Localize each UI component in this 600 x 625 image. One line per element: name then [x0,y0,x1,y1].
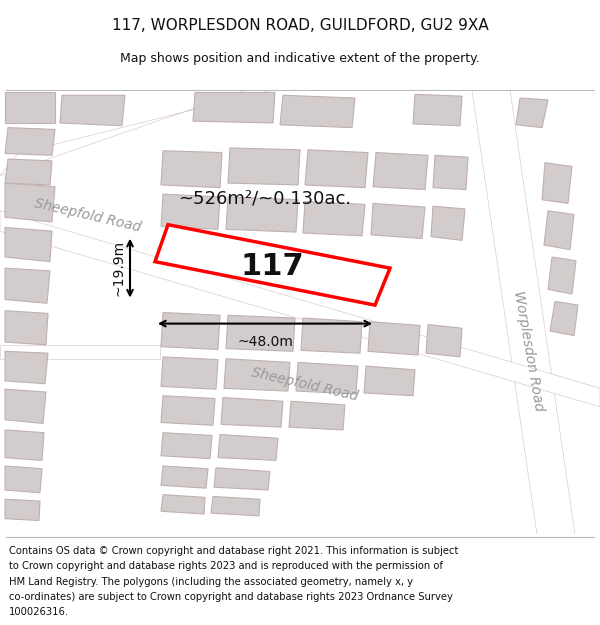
Polygon shape [373,152,428,189]
Polygon shape [431,206,465,241]
Polygon shape [0,345,160,359]
Polygon shape [542,162,572,203]
Text: Map shows position and indicative extent of the property.: Map shows position and indicative extent… [120,52,480,66]
Polygon shape [0,91,270,176]
Polygon shape [364,366,415,396]
Polygon shape [5,92,55,123]
Polygon shape [161,194,220,229]
Polygon shape [5,127,55,156]
Polygon shape [301,318,362,353]
Polygon shape [544,211,574,249]
Polygon shape [516,98,548,128]
Polygon shape [155,224,390,305]
Polygon shape [5,228,52,262]
Polygon shape [5,466,42,492]
Polygon shape [371,203,425,239]
Polygon shape [228,148,300,185]
Text: ~526m²/~0.130ac.: ~526m²/~0.130ac. [178,190,352,208]
Polygon shape [214,468,270,490]
Polygon shape [211,496,260,516]
Polygon shape [161,151,222,188]
Text: Contains OS data © Crown copyright and database right 2021. This information is : Contains OS data © Crown copyright and d… [9,546,458,556]
Polygon shape [289,401,345,430]
Polygon shape [226,197,298,232]
Polygon shape [5,159,52,185]
Polygon shape [161,312,220,349]
Text: Worplesdon Road: Worplesdon Road [511,290,545,412]
Polygon shape [5,499,40,521]
Polygon shape [296,362,358,394]
Text: ~19.9m: ~19.9m [112,240,126,296]
Polygon shape [548,257,576,294]
Text: Sheepfold Road: Sheepfold Road [34,196,143,234]
Text: 117, WORPLESDON ROAD, GUILDFORD, GU2 9XA: 117, WORPLESDON ROAD, GUILDFORD, GU2 9XA [112,18,488,33]
Polygon shape [368,322,420,355]
Polygon shape [5,351,48,384]
Polygon shape [413,94,462,126]
Polygon shape [5,389,46,424]
Polygon shape [193,92,275,123]
Text: to Crown copyright and database rights 2023 and is reproduced with the permissio: to Crown copyright and database rights 2… [9,561,443,571]
Polygon shape [161,466,208,488]
Polygon shape [161,432,212,459]
Polygon shape [5,183,55,222]
Polygon shape [5,430,44,461]
Polygon shape [305,150,368,188]
Polygon shape [60,95,125,126]
Polygon shape [161,396,215,425]
Polygon shape [303,201,365,236]
Text: ~48.0m: ~48.0m [237,335,293,349]
Text: 117: 117 [240,252,304,281]
Polygon shape [426,324,462,357]
Polygon shape [433,156,468,189]
Polygon shape [5,268,50,303]
Polygon shape [280,95,355,128]
Polygon shape [224,359,290,391]
Polygon shape [226,315,295,351]
Polygon shape [218,434,278,461]
Polygon shape [472,91,575,534]
Polygon shape [550,301,578,336]
Polygon shape [161,494,205,514]
Polygon shape [5,311,48,345]
Text: co-ordinates) are subject to Crown copyright and database rights 2023 Ordnance S: co-ordinates) are subject to Crown copyr… [9,592,453,602]
Polygon shape [0,211,600,407]
Text: Sheepfold Road: Sheepfold Road [250,366,359,404]
Polygon shape [221,398,283,427]
Text: HM Land Registry. The polygons (including the associated geometry, namely x, y: HM Land Registry. The polygons (includin… [9,577,413,587]
Polygon shape [161,357,218,389]
Text: 100026316.: 100026316. [9,607,69,617]
